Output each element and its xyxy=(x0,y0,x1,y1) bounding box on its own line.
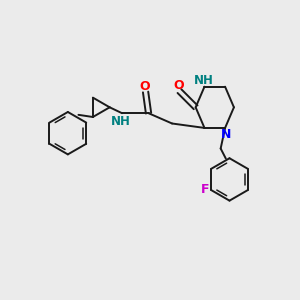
Text: O: O xyxy=(173,79,184,92)
Text: O: O xyxy=(140,80,150,93)
Text: F: F xyxy=(200,183,209,196)
Text: NH: NH xyxy=(194,74,214,87)
Text: N: N xyxy=(220,128,231,141)
Text: NH: NH xyxy=(111,115,130,128)
